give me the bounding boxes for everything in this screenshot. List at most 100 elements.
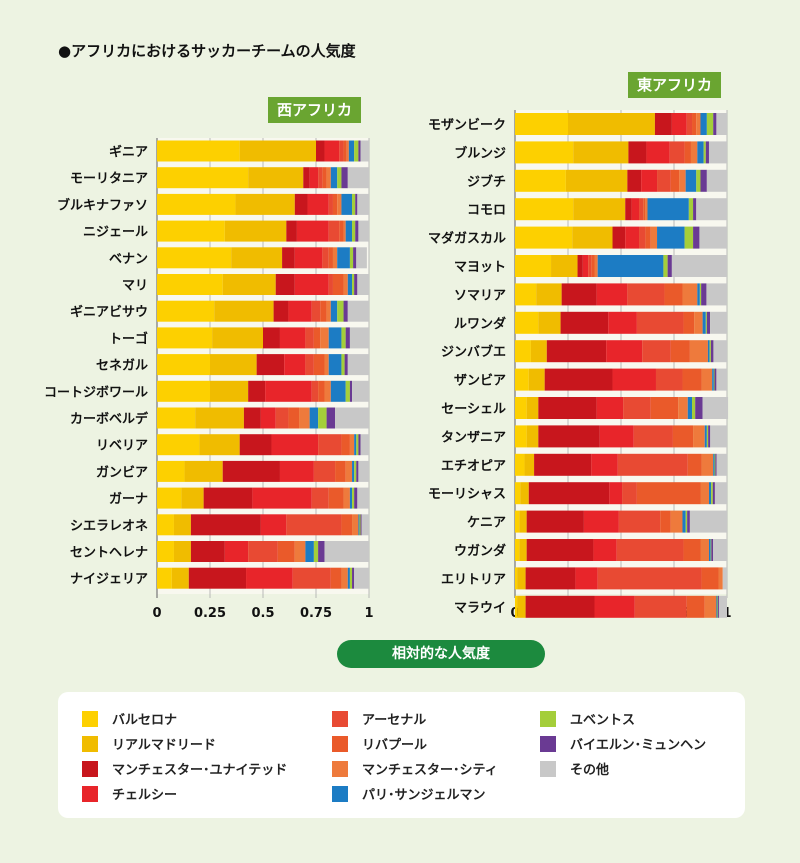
legend-swatch <box>82 710 98 727</box>
bar-segment <box>347 567 350 589</box>
bar-segment <box>583 510 619 533</box>
bar-segment <box>224 541 249 562</box>
bar-segment <box>696 198 727 221</box>
legend-label: アーセナル <box>362 713 427 728</box>
bar-segment <box>689 510 727 533</box>
bar-segment <box>328 354 342 376</box>
bar-segment <box>702 311 706 334</box>
bar-segment <box>713 113 717 135</box>
bar-segment <box>352 274 355 295</box>
legend-item: バルセロナ <box>82 709 177 728</box>
bar-segment <box>686 113 693 135</box>
bar-segment <box>173 541 191 562</box>
bar-segment <box>341 514 353 536</box>
bar-segment <box>525 595 595 618</box>
bar-segment <box>288 300 312 322</box>
bar-segment <box>286 514 342 536</box>
bar-segment <box>335 460 346 482</box>
bar-segment <box>695 397 703 419</box>
legend-swatch <box>82 735 98 752</box>
bar-segment <box>618 510 661 533</box>
category-label: タンザニア <box>441 430 506 445</box>
bar-segment <box>349 247 354 269</box>
category-label: シエラレオネ <box>70 519 148 534</box>
legend-item: マンチェスター･シティ <box>332 759 498 778</box>
bar-segment <box>706 311 711 334</box>
bar-segment <box>519 539 527 561</box>
bar-segment <box>515 425 527 448</box>
bar-segment <box>650 226 658 249</box>
bar-segment <box>246 567 293 589</box>
bar-segment <box>307 193 329 215</box>
bar-segment <box>313 327 321 349</box>
bar-segment <box>708 482 712 505</box>
bar-segment <box>526 510 584 533</box>
bar-segment <box>670 510 683 533</box>
bar-segment <box>636 311 684 334</box>
bar-segment <box>636 482 701 505</box>
bar-segment <box>700 113 707 135</box>
bar-segment <box>707 340 710 363</box>
legend: バルセロナ リアルマドリード マンチェスター･ユナイテッド チェルシー アーセナル リバプ… <box>58 692 745 818</box>
bar-segment <box>352 567 355 589</box>
bar-segment <box>645 198 648 221</box>
bar-segment <box>546 340 607 363</box>
bar-segment <box>157 167 249 189</box>
category-label: カーボベルデ <box>70 411 149 427</box>
bar-segment <box>343 220 346 242</box>
bar-segment <box>565 169 628 192</box>
bar-segment <box>515 141 574 164</box>
bar-segment <box>210 380 249 402</box>
bar-segment <box>515 453 525 476</box>
bar-segment <box>352 380 369 402</box>
bar-segment <box>324 354 329 376</box>
bar-segment <box>157 407 196 429</box>
legend-item: マンチェスター･ユナイテッド <box>82 759 287 778</box>
chart-title: ●アフリカにおけるサッカーチームの人気度 <box>58 42 356 60</box>
bar-segment <box>719 595 727 618</box>
bar-segment <box>256 354 285 376</box>
bar-segment <box>265 380 312 402</box>
bar-segment <box>685 169 697 192</box>
bar-segment <box>210 354 257 376</box>
bar-segment <box>157 514 174 536</box>
bar-segment <box>684 141 691 164</box>
bar-segment <box>672 425 694 448</box>
bar-segment <box>345 460 353 482</box>
category-label: ケニア <box>467 516 506 531</box>
bar-segment <box>699 283 702 306</box>
bar-segment <box>515 595 518 618</box>
bar-segment <box>538 397 597 419</box>
bar-segment <box>694 311 703 334</box>
bar-segment <box>700 169 707 192</box>
bar-segment <box>713 340 727 363</box>
bar-segment <box>324 541 369 562</box>
bar-segment <box>716 368 727 391</box>
bar-segment <box>515 340 531 363</box>
bar-segment <box>700 539 709 561</box>
bar-segment <box>157 274 223 295</box>
bar-segment <box>704 595 717 618</box>
bar-segment <box>517 567 526 590</box>
bar-segment <box>353 247 357 269</box>
category-label: セーシェル <box>441 402 506 417</box>
bar-segment <box>634 595 687 618</box>
bar-segment <box>708 141 727 164</box>
bar-segment <box>320 300 327 322</box>
category-label: ガンビア <box>96 464 148 480</box>
category-label: ナイジェリア <box>70 572 148 587</box>
bar-segment <box>682 283 698 306</box>
category-label: エリトリア <box>441 572 506 587</box>
bar-segment <box>330 167 338 189</box>
bar-segment <box>577 255 583 277</box>
bar-segment <box>573 198 626 221</box>
bar-segment <box>279 327 306 349</box>
legend-swatch <box>540 735 556 752</box>
bar-segment <box>515 510 520 533</box>
bar-segment <box>337 193 342 215</box>
bar-segment <box>715 453 717 476</box>
category-label: マヨット <box>454 260 506 275</box>
bar-segment <box>341 434 350 456</box>
bar-segment <box>670 340 690 363</box>
bar-segment <box>711 539 714 561</box>
